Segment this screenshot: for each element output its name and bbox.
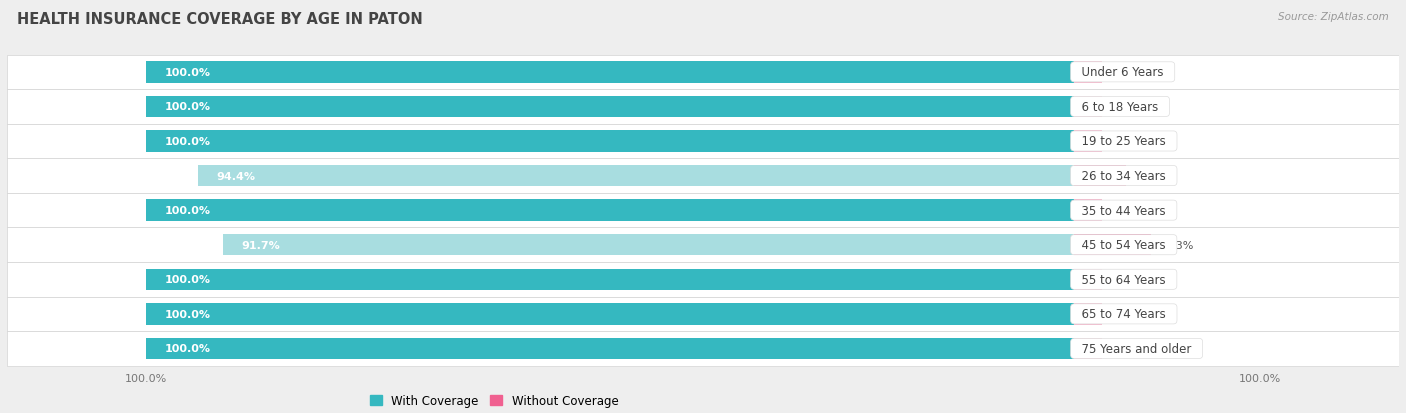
Text: Source: ZipAtlas.com: Source: ZipAtlas.com — [1278, 12, 1389, 22]
Text: 26 to 34 Years: 26 to 34 Years — [1074, 170, 1174, 183]
Text: 35 to 44 Years: 35 to 44 Years — [1074, 204, 1174, 217]
Text: 100.0%: 100.0% — [165, 68, 211, 78]
Text: 100.0%: 100.0% — [165, 275, 211, 285]
Text: Under 6 Years: Under 6 Years — [1074, 66, 1171, 79]
Text: 91.7%: 91.7% — [242, 240, 281, 250]
Text: 0.0%: 0.0% — [1116, 102, 1144, 112]
Bar — [1074, 166, 1126, 187]
Bar — [146, 338, 1074, 359]
Text: 94.4%: 94.4% — [217, 171, 256, 181]
Bar — [1074, 200, 1102, 221]
Bar — [7, 55, 1399, 90]
Bar — [146, 131, 1074, 152]
Text: 100.0%: 100.0% — [165, 344, 211, 354]
Bar — [1074, 304, 1102, 325]
Bar — [7, 228, 1399, 262]
Bar — [7, 124, 1399, 159]
Bar — [7, 159, 1399, 193]
Text: 75 Years and older: 75 Years and older — [1074, 342, 1199, 355]
Bar — [7, 193, 1399, 228]
Text: 5.6%: 5.6% — [1140, 171, 1168, 181]
Bar — [224, 235, 1074, 256]
Text: 0.0%: 0.0% — [1116, 344, 1144, 354]
Bar — [1074, 62, 1102, 83]
Bar — [7, 297, 1399, 331]
Text: 0.0%: 0.0% — [1116, 275, 1144, 285]
Bar — [7, 331, 1399, 366]
Bar — [1074, 97, 1102, 118]
Text: 100.0%: 100.0% — [165, 102, 211, 112]
Bar — [1074, 338, 1102, 359]
Bar — [1074, 269, 1102, 290]
Text: HEALTH INSURANCE COVERAGE BY AGE IN PATON: HEALTH INSURANCE COVERAGE BY AGE IN PATO… — [17, 12, 423, 27]
Text: 0.0%: 0.0% — [1116, 206, 1144, 216]
Text: 0.0%: 0.0% — [1116, 137, 1144, 147]
Text: 0.0%: 0.0% — [1116, 309, 1144, 319]
Text: 8.3%: 8.3% — [1166, 240, 1194, 250]
Text: 6 to 18 Years: 6 to 18 Years — [1074, 101, 1166, 114]
Bar — [146, 304, 1074, 325]
Legend: With Coverage, Without Coverage: With Coverage, Without Coverage — [366, 389, 623, 412]
Text: 0.0%: 0.0% — [1116, 68, 1144, 78]
Text: 100.0%: 100.0% — [165, 137, 211, 147]
Bar — [1074, 235, 1152, 256]
Text: 45 to 54 Years: 45 to 54 Years — [1074, 239, 1174, 252]
Bar — [146, 97, 1074, 118]
Bar — [146, 62, 1074, 83]
Text: 65 to 74 Years: 65 to 74 Years — [1074, 308, 1174, 320]
Bar — [7, 90, 1399, 124]
Text: 55 to 64 Years: 55 to 64 Years — [1074, 273, 1174, 286]
Bar — [7, 262, 1399, 297]
Bar — [1074, 131, 1102, 152]
Bar — [146, 269, 1074, 290]
Text: 100.0%: 100.0% — [165, 309, 211, 319]
Text: 19 to 25 Years: 19 to 25 Years — [1074, 135, 1174, 148]
Bar — [146, 200, 1074, 221]
Bar — [198, 166, 1074, 187]
Text: 100.0%: 100.0% — [165, 206, 211, 216]
